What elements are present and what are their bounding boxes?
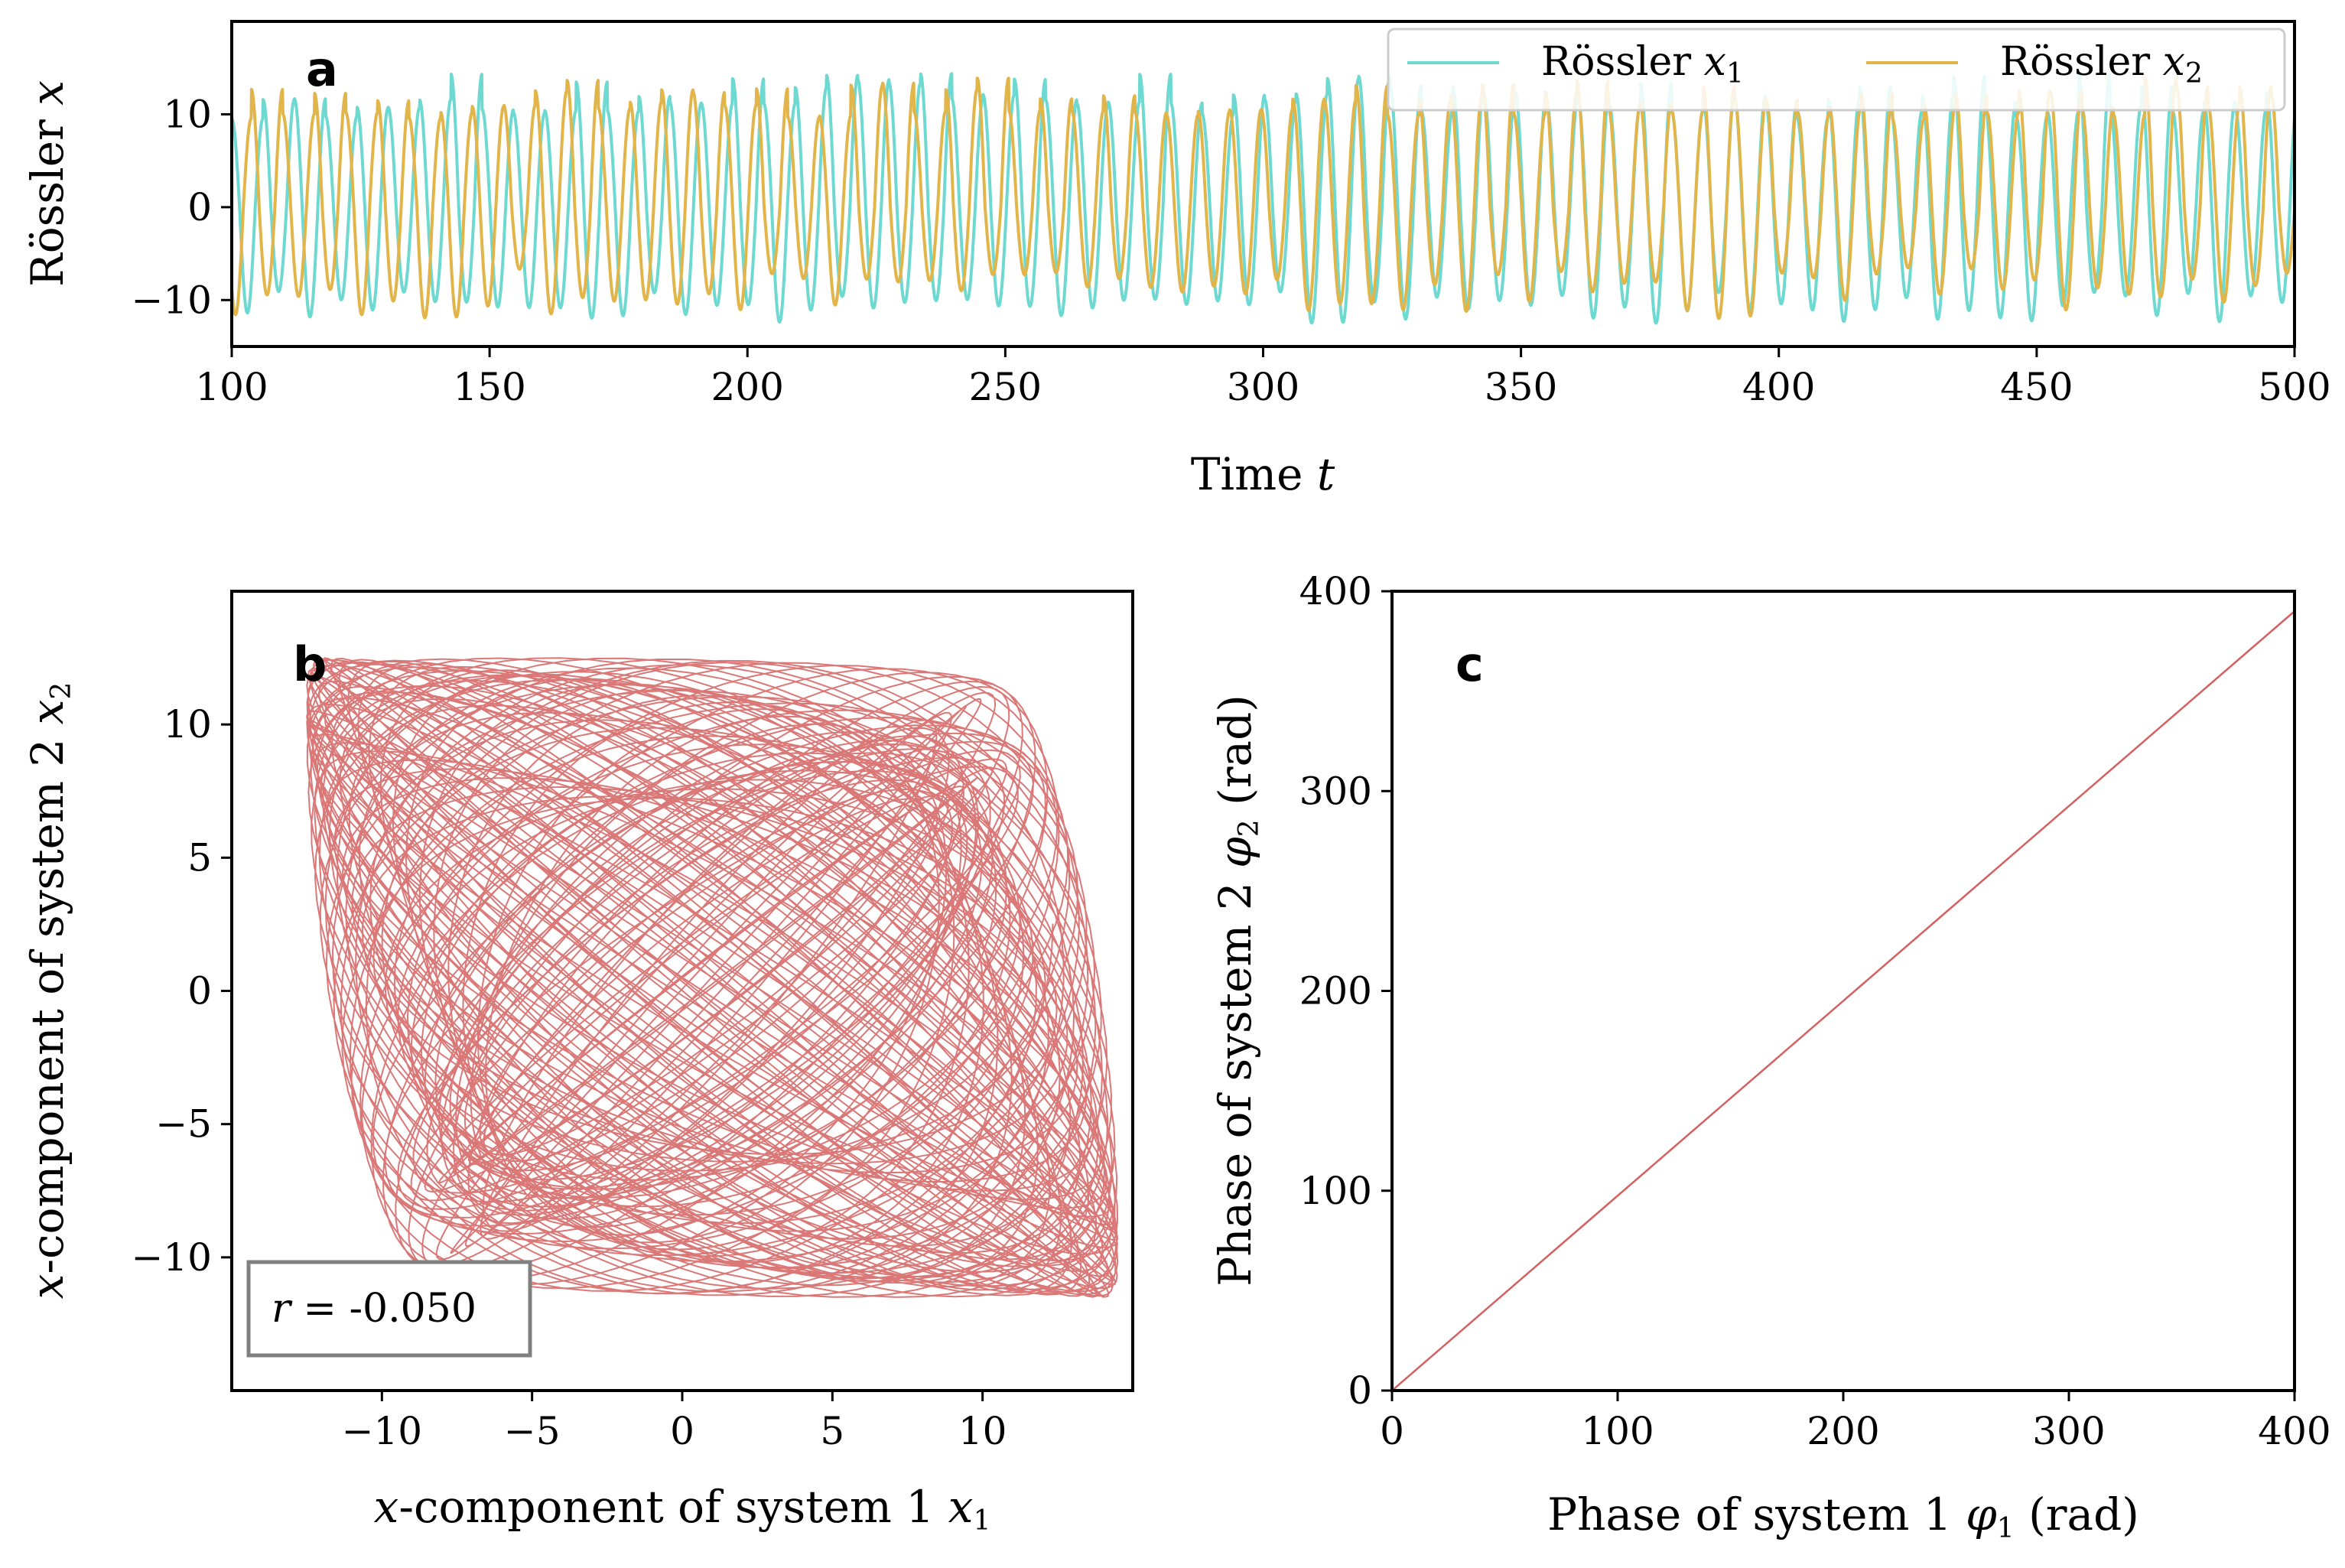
panel-c-y-ticks: 0 100 200 300 400 — [1299, 569, 1392, 1413]
panel-b: −10 −5 0 5 10 −10 −5 0 5 10 b r = -0.050 x-compo… — [21, 590, 1134, 1537]
panel-b-xlabel: x-component of system 1 x1 — [374, 1481, 991, 1537]
panel-a-xlabel: Time t — [1191, 448, 1335, 500]
x-tick-label: 400 — [2258, 1409, 2330, 1453]
x-tick-label: 0 — [1380, 1409, 1404, 1453]
panel-b-trajectory — [305, 656, 1119, 1299]
x-tick-label: 100 — [1581, 1409, 1654, 1453]
panel-a-x-ticks: 100 150 200 250 300 350 400 450 500 — [195, 346, 2331, 409]
x-tick-label: 5 — [820, 1409, 844, 1453]
legend-label-x1: Rössler x1 — [1541, 39, 1744, 89]
panel-b-x-ticks: −10 −5 0 5 10 — [342, 1391, 1007, 1453]
panel-a-legend: Rössler x1 Rössler x2 — [1387, 28, 2286, 112]
x-tick-label: 300 — [2032, 1409, 2105, 1453]
panel-a: 100 150 200 250 300 350 400 450 500 −10 0 10 a Tim… — [21, 20, 2331, 500]
y-tick-label: 200 — [1299, 969, 1372, 1013]
y-tick-label: 10 — [163, 92, 212, 136]
y-tick-label: 0 — [1348, 1368, 1372, 1413]
x-tick-label: 0 — [670, 1409, 694, 1453]
y-tick-label: 0 — [187, 969, 212, 1013]
x-tick-label: 500 — [2258, 365, 2330, 409]
y-tick-label: −5 — [155, 1102, 212, 1147]
x-tick-label: 300 — [1227, 365, 1299, 409]
panel-b-y-ticks: −10 −5 0 5 10 — [131, 702, 232, 1280]
panel-b-ylabel: x-component of system 2 x2 — [21, 682, 77, 1300]
panel-c-xlabel: Phase of system 1 φ1 (rad) — [1547, 1488, 2139, 1544]
legend-frame — [1387, 28, 2286, 112]
panel-a-letter: a — [306, 41, 338, 97]
trajectory-line — [305, 656, 1119, 1299]
y-tick-label: 400 — [1299, 569, 1372, 613]
legend-label-x2: Rössler x2 — [2000, 39, 2203, 89]
panel-c-phase-line — [1392, 610, 2295, 1391]
x-tick-label: 400 — [1742, 365, 1815, 409]
phase-line — [1392, 610, 2295, 1391]
x-tick-label: 150 — [453, 365, 525, 409]
y-tick-label: 300 — [1299, 769, 1372, 813]
annotation-box — [246, 1260, 532, 1358]
x-tick-label: −5 — [504, 1409, 561, 1453]
x-tick-label: −10 — [342, 1409, 423, 1453]
panel-c-ylabel: Phase of system 2 φ2 (rad) — [1209, 695, 1265, 1287]
x-tick-label: 200 — [1807, 1409, 1879, 1453]
panel-a-y-ticks: −10 0 10 — [131, 92, 232, 322]
y-tick-label: 0 — [187, 185, 212, 229]
panel-c-axes-frame — [1390, 590, 2296, 1392]
panel-c-letter: c — [1455, 636, 1484, 692]
correlation-annotation: r = -0.050 — [246, 1260, 532, 1358]
series-line-2 — [232, 76, 2295, 320]
x-tick-label: 350 — [1485, 365, 1557, 409]
y-tick-label: 100 — [1299, 1169, 1372, 1213]
x-tick-label: 200 — [711, 365, 784, 409]
panel-c: 0 100 200 300 400 0 100 200 300 400 c Phase of s… — [1209, 569, 2331, 1544]
x-tick-label: 450 — [2000, 365, 2073, 409]
x-tick-label: 250 — [969, 365, 1042, 409]
annotation-text: r = -0.050 — [272, 1286, 476, 1332]
y-tick-label: −10 — [131, 1235, 212, 1280]
panel-b-letter: b — [293, 636, 327, 692]
y-tick-label: −10 — [131, 278, 212, 322]
y-tick-label: 10 — [163, 702, 212, 747]
panel-c-x-ticks: 0 100 200 300 400 — [1380, 1391, 2331, 1453]
y-tick-label: 5 — [187, 835, 212, 880]
x-tick-label: 100 — [195, 365, 268, 409]
x-tick-label: 10 — [958, 1409, 1007, 1453]
panel-a-ylabel: Rössler x — [21, 80, 73, 287]
